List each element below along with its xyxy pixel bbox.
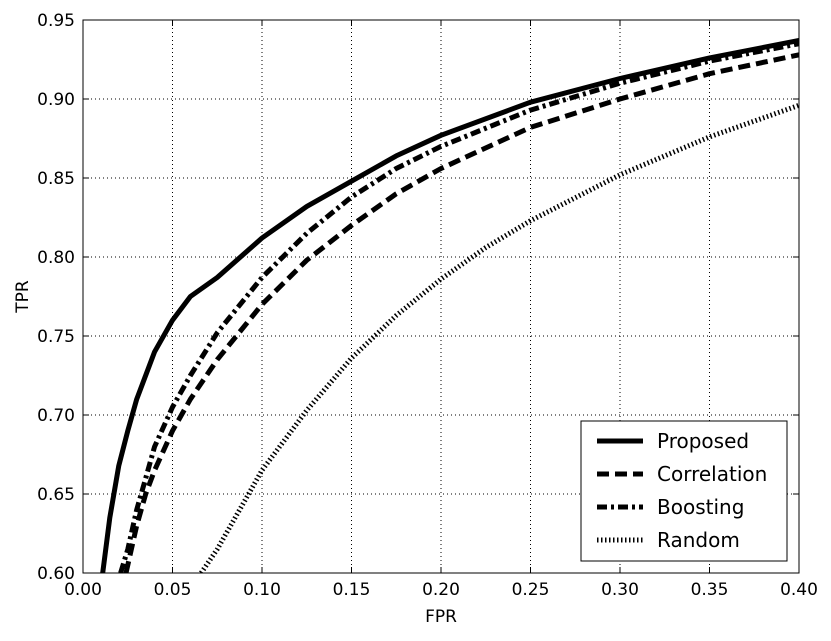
legend: Proposed Correlation Boosting Random	[580, 420, 788, 562]
axis-ticks: 0.00 0.05 0.10 0.15 0.20 0.25 0.30 0.35 0.40 0.60…	[37, 11, 818, 600]
y-tick-label: 0.70	[37, 406, 75, 426]
x-tick-label: 0.30	[601, 580, 639, 600]
y-axis-label: TPR	[13, 280, 33, 314]
series-lines	[100, 38, 799, 573]
x-axis-label: FPR	[425, 607, 457, 627]
y-tick-label: 0.60	[37, 564, 75, 584]
y-tick-label: 0.80	[37, 248, 75, 268]
series-line-correlation	[123, 52, 799, 573]
series-line-random	[199, 102, 799, 573]
x-tick-label: 0.40	[780, 580, 818, 600]
legend-label: Random	[657, 528, 740, 552]
series-line-boosting	[118, 41, 799, 573]
legend-label: Proposed	[657, 429, 749, 453]
legend-box	[580, 420, 788, 562]
y-tick-label: 0.90	[37, 90, 75, 110]
y-tick-label: 0.75	[37, 327, 75, 347]
y-tick-label: 0.85	[37, 169, 75, 189]
legend-label: Boosting	[657, 495, 744, 519]
x-tick-label: 0.35	[691, 580, 729, 600]
x-tick-label: 0.00	[64, 580, 102, 600]
legend-items: Proposed Correlation Boosting Random	[597, 429, 767, 552]
series-line-proposed	[100, 38, 799, 573]
legend-label: Correlation	[657, 462, 767, 486]
x-tick-label: 0.20	[422, 580, 460, 600]
y-tick-label: 0.95	[37, 11, 75, 31]
x-tick-label: 0.25	[512, 580, 550, 600]
y-tick-label: 0.65	[37, 485, 75, 505]
grid	[83, 20, 799, 573]
x-tick-label: 0.10	[243, 580, 281, 600]
x-tick-label: 0.05	[154, 580, 192, 600]
x-tick-label: 0.15	[333, 580, 371, 600]
